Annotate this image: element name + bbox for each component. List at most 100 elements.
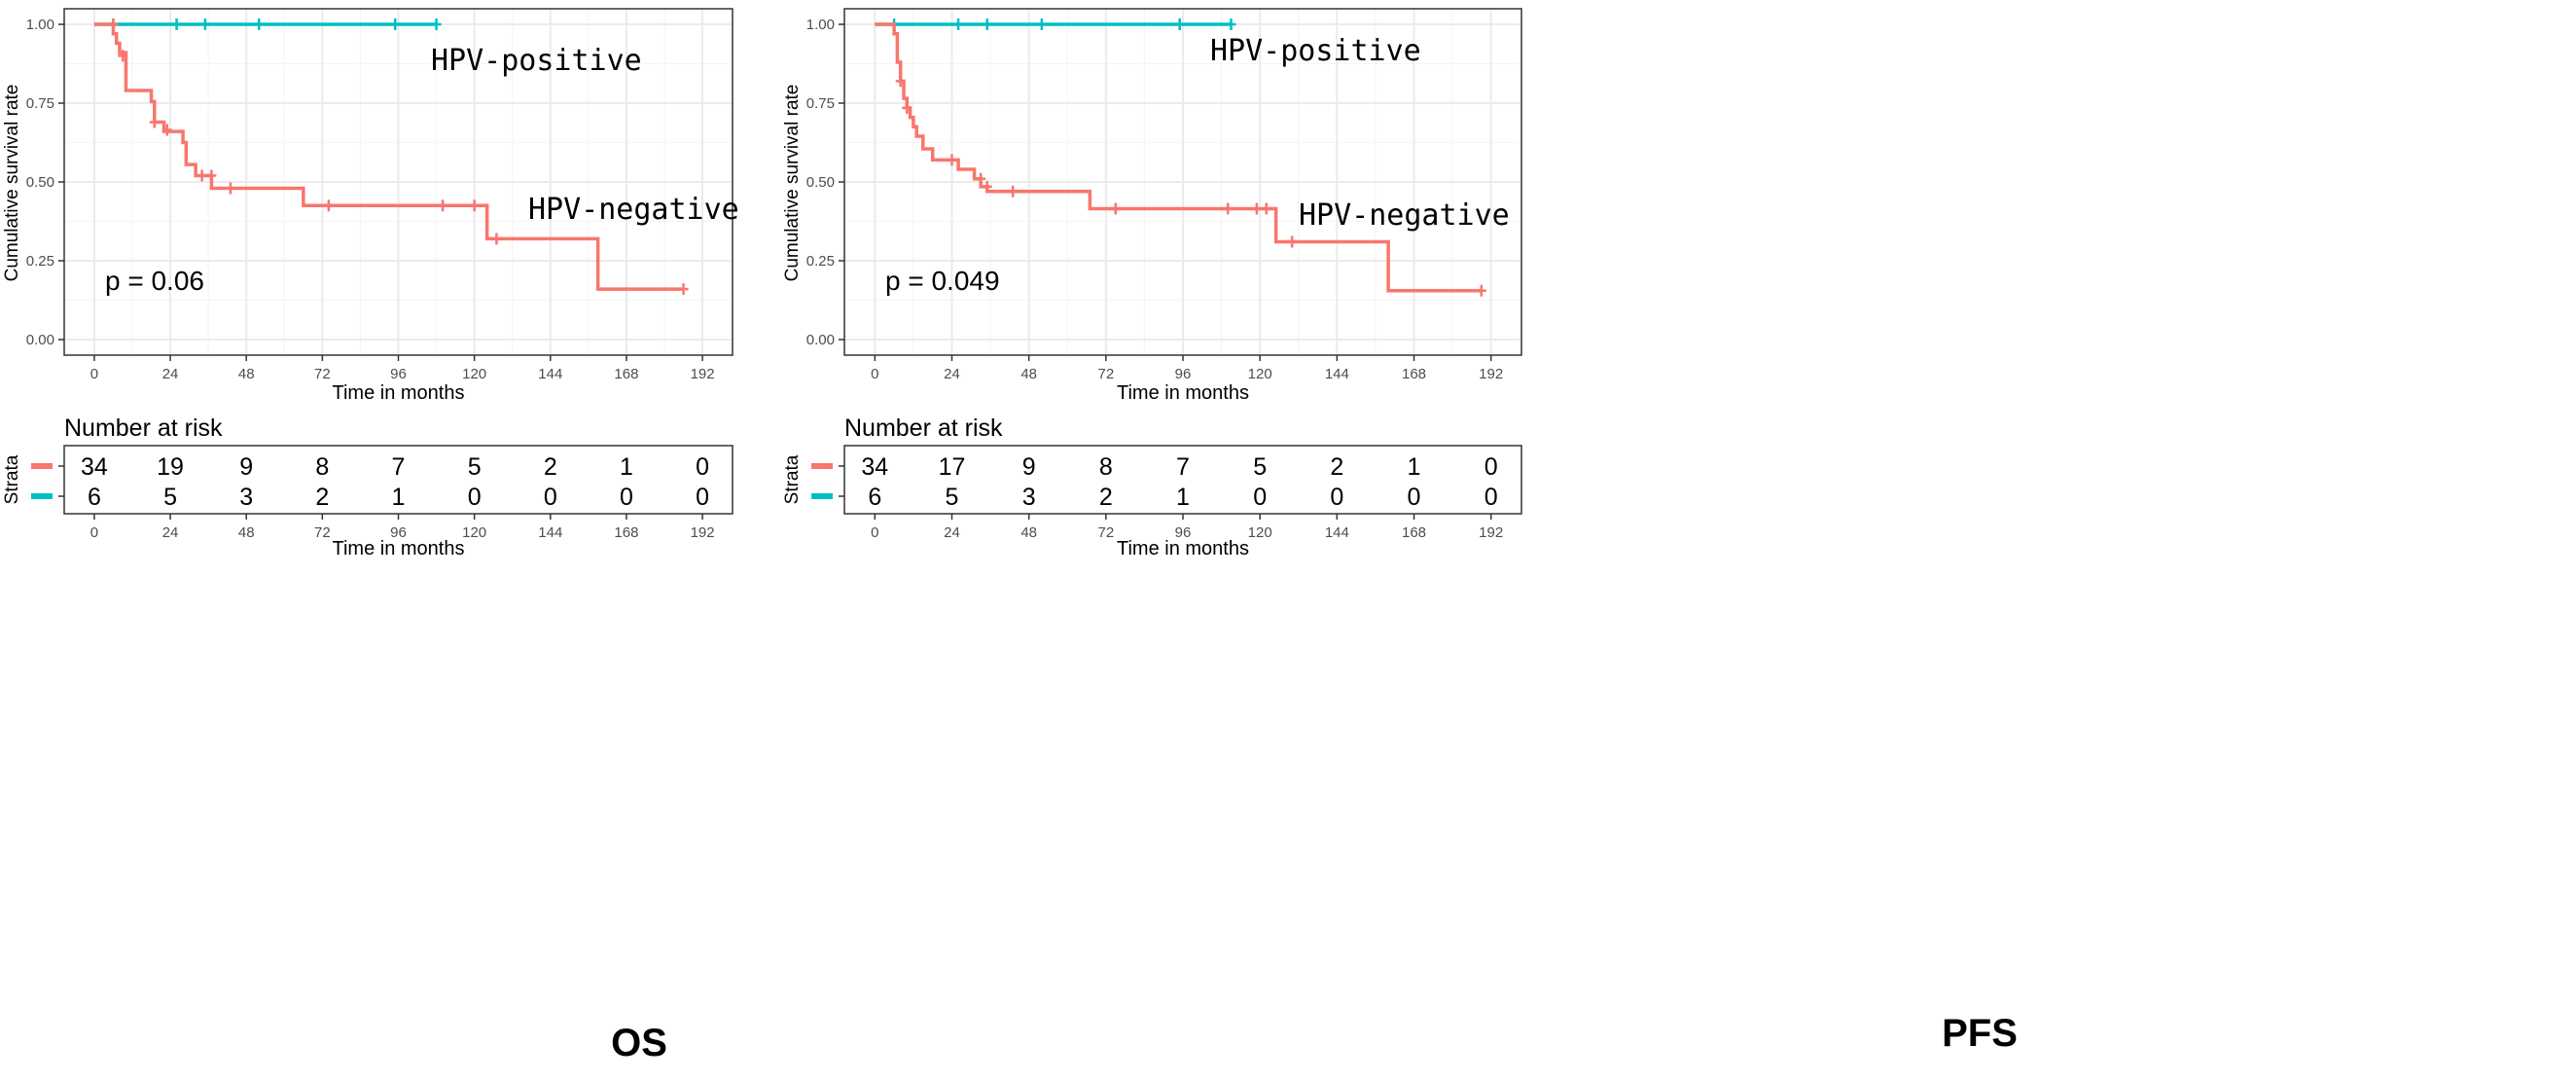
pfs-y-tick-label: 0.50 <box>806 174 835 191</box>
os-hpv-negative-censor-mark <box>225 182 235 195</box>
os-risk-count: 1 <box>392 484 406 511</box>
os-x-tick-label: 0 <box>90 366 98 382</box>
os-p-value: p = 0.06 <box>105 266 204 296</box>
os-y-tick-label: 0.75 <box>26 95 54 112</box>
pfs-hpv-negative-censor-mark <box>902 101 912 114</box>
pfs-panel-title: PFS <box>1942 1012 2018 1055</box>
os-risk-count: 5 <box>468 453 482 481</box>
pfs-risk-count: 8 <box>1099 453 1113 481</box>
os-panel-title: OS <box>611 1022 667 1064</box>
os-x-tick-label: 24 <box>162 366 179 382</box>
os-hpv-positive-label: HPV-positive <box>431 44 642 78</box>
os-x-tick-label: 168 <box>614 366 638 382</box>
pfs-x-tick-label: 24 <box>944 366 960 382</box>
pfs-risk-x-tick-label: 120 <box>1248 524 1272 541</box>
os-risk-x-tick-label: 48 <box>238 524 255 541</box>
os-risk-count: 0 <box>696 453 709 481</box>
os-x-tick-label: 72 <box>314 366 331 382</box>
os-hpv-positive-censor-mark <box>199 18 210 31</box>
os-risk-x-axis-title: Time in months <box>333 538 465 559</box>
pfs-risk-x-tick-label: 144 <box>1325 524 1349 541</box>
os-y-tick-label: 0.25 <box>26 253 54 270</box>
os-risk-x-tick-label: 24 <box>162 524 179 541</box>
pfs-y-axis-title: Cumulative survival rate <box>782 85 803 282</box>
pfs-risk-x-tick-label: 24 <box>944 524 960 541</box>
os-risk-x-tick-label: 168 <box>614 524 638 541</box>
pfs-hpv-positive-censor-mark <box>1174 18 1185 31</box>
pfs-panel: 0 24 48 72 96 120 144 168 1920.000.250.500.751.0… <box>782 8 1522 559</box>
os-strata-label: Strata <box>2 454 22 504</box>
pfs-hpv-positive-censor-mark <box>953 18 964 31</box>
pfs-x-tick-label: 192 <box>1479 366 1503 382</box>
pfs-risk-x-tick-label: 96 <box>1175 524 1192 541</box>
os-hpv-positive-censor-mark <box>390 18 401 31</box>
os-risk-x-tick-label: 192 <box>691 524 715 541</box>
pfs-risk-count: 7 <box>1176 453 1190 481</box>
os-risk-count: 34 <box>81 453 108 481</box>
pfs-risk-x-tick-label: 48 <box>1020 524 1037 541</box>
os-hpv-negative-label: HPV-negative <box>528 193 739 227</box>
os-hpv-negative-censor-mark <box>323 199 334 212</box>
pfs-hpv-negative-censor-mark <box>1008 185 1019 198</box>
pfs-risk-count: 0 <box>1485 453 1498 481</box>
os-hpv-negative-curve <box>93 22 684 291</box>
os-risk-x-tick-label: 72 <box>314 524 331 541</box>
pfs-hpv-positive-censor-mark <box>1226 18 1236 31</box>
pfs-x-tick-label: 120 <box>1248 366 1272 382</box>
os-hpv-negative-censor-mark <box>491 233 502 245</box>
pfs-risk-count: 0 <box>1485 484 1498 511</box>
pfs-risk-x-tick-label: 0 <box>871 524 878 541</box>
os-hpv-negative-censor-mark <box>197 169 207 182</box>
pfs-x-tick-label: 48 <box>1020 366 1037 382</box>
os-risk-table-title: Number at risk <box>64 414 223 442</box>
os-x-tick-label: 48 <box>238 366 255 382</box>
pfs-hpv-negative-censor-mark <box>1287 235 1298 248</box>
pfs-hpv-negative-censor-mark <box>976 172 986 185</box>
pfs-risk-x-tick-label: 72 <box>1097 524 1114 541</box>
pfs-hpv-negative-censor-mark <box>1251 202 1262 215</box>
pfs-x-tick-label: 144 <box>1325 366 1349 382</box>
os-hpv-negative-censor-mark <box>108 18 119 31</box>
pfs-y-tick-label: 0.75 <box>806 95 835 112</box>
os-grid <box>64 9 733 355</box>
pfs-y-tick-label: 0.00 <box>806 332 835 348</box>
pfs-hpv-negative-censor-mark <box>1261 202 1271 215</box>
pfs-risk-count: 0 <box>1408 484 1421 511</box>
pfs-x-tick-label: 0 <box>871 366 878 382</box>
os-x-tick-label: 120 <box>462 366 486 382</box>
pfs-risk-count: 2 <box>1099 484 1113 511</box>
os-risk-count: 5 <box>163 484 177 511</box>
os-hpv-negative-censor-mark <box>149 116 160 128</box>
os-hpv-positive-censor-mark <box>254 18 265 31</box>
pfs-x-tick-label: 72 <box>1097 366 1114 382</box>
os-hpv-negative-censor-mark <box>438 199 448 212</box>
os-x-tick-label: 144 <box>538 366 562 382</box>
pfs-risk-count: 3 <box>1022 484 1036 511</box>
pfs-p-value: p = 0.049 <box>885 266 1000 296</box>
pfs-hpv-negative-censor-mark <box>895 75 906 88</box>
os-y-tick-label: 0.50 <box>26 174 54 191</box>
pfs-hpv-negative-censor-mark <box>1223 202 1234 215</box>
pfs-risk-x-axis-title: Time in months <box>1117 538 1249 559</box>
pfs-risk-count: 0 <box>1330 484 1343 511</box>
os-y-tick-label: 0.00 <box>26 332 54 348</box>
pfs-risk-x-tick-label: 192 <box>1479 524 1503 541</box>
pfs-risk-x-tick-label: 168 <box>1402 524 1426 541</box>
pfs-grid <box>844 9 1521 355</box>
pfs-hpv-positive-censor-mark <box>982 18 992 31</box>
pfs-risk-count: 5 <box>1253 453 1267 481</box>
os-risk-x-tick-label: 120 <box>462 524 486 541</box>
pfs-x-tick-label: 96 <box>1175 366 1192 382</box>
pfs-strata-label: Strata <box>782 454 803 504</box>
os-risk-x-tick-label: 144 <box>538 524 562 541</box>
pfs-hpv-negative-censor-mark <box>1476 284 1486 297</box>
pfs-hpv-positive-label: HPV-positive <box>1210 34 1421 68</box>
os-x-axis-title: Time in months <box>333 382 465 404</box>
os-risk-count: 19 <box>157 453 184 481</box>
os-hpv-positive-censor-mark <box>171 18 182 31</box>
pfs-hpv-positive-censor-mark <box>1036 18 1047 31</box>
os-risk-count: 6 <box>88 484 101 511</box>
pfs-hpv-negative-censor-mark <box>982 180 992 193</box>
pfs-risk-count: 5 <box>946 484 959 511</box>
pfs-hpv-negative-censor-mark <box>947 154 957 166</box>
